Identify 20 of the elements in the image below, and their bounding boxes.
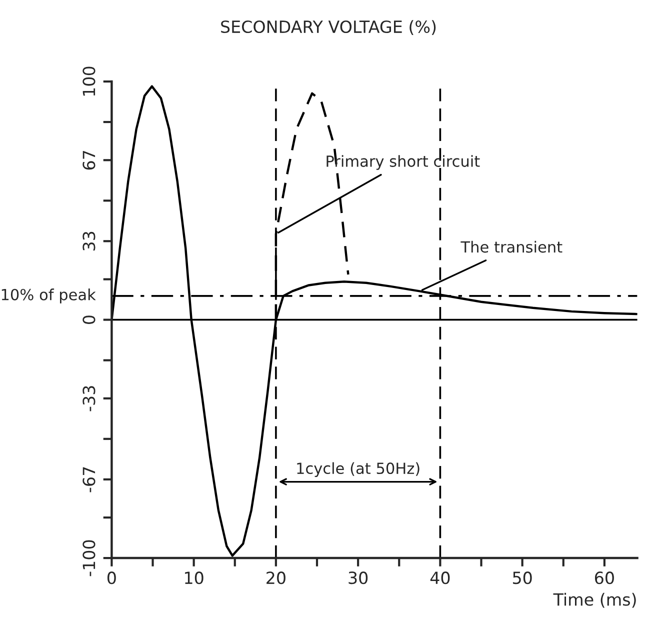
- annotation: 1cycle (at 50Hz): [297, 462, 420, 478]
- x-tick-label: 30: [348, 572, 368, 584]
- annotation: Primary short circuit: [326, 155, 480, 170]
- x-tick-label: 10: [185, 572, 204, 584]
- x-tick-label: 40: [430, 572, 450, 584]
- annotation: The transient: [460, 240, 562, 253]
- y-tick-label: 100: [82, 66, 96, 96]
- x-tick-label: 0: [107, 572, 116, 584]
- x-tick-label: 50: [512, 572, 532, 584]
- chart-title: SECONDARY VOLTAGE (%): [221, 20, 436, 36]
- y-tick-label: 33: [82, 232, 96, 250]
- y-tick-label: 67: [82, 150, 96, 170]
- x-axis-title: Time (ms): [553, 592, 636, 608]
- x-tick-label: 20: [266, 572, 286, 584]
- x-tick-label: 60: [595, 572, 614, 584]
- y-tick-label: 0: [82, 316, 96, 324]
- y-tick-label: -67: [82, 467, 96, 492]
- y-tick-label: -33: [82, 386, 96, 412]
- y-tick-label: -100: [82, 540, 96, 576]
- ref-line-label: 10% of peak: [2, 288, 96, 304]
